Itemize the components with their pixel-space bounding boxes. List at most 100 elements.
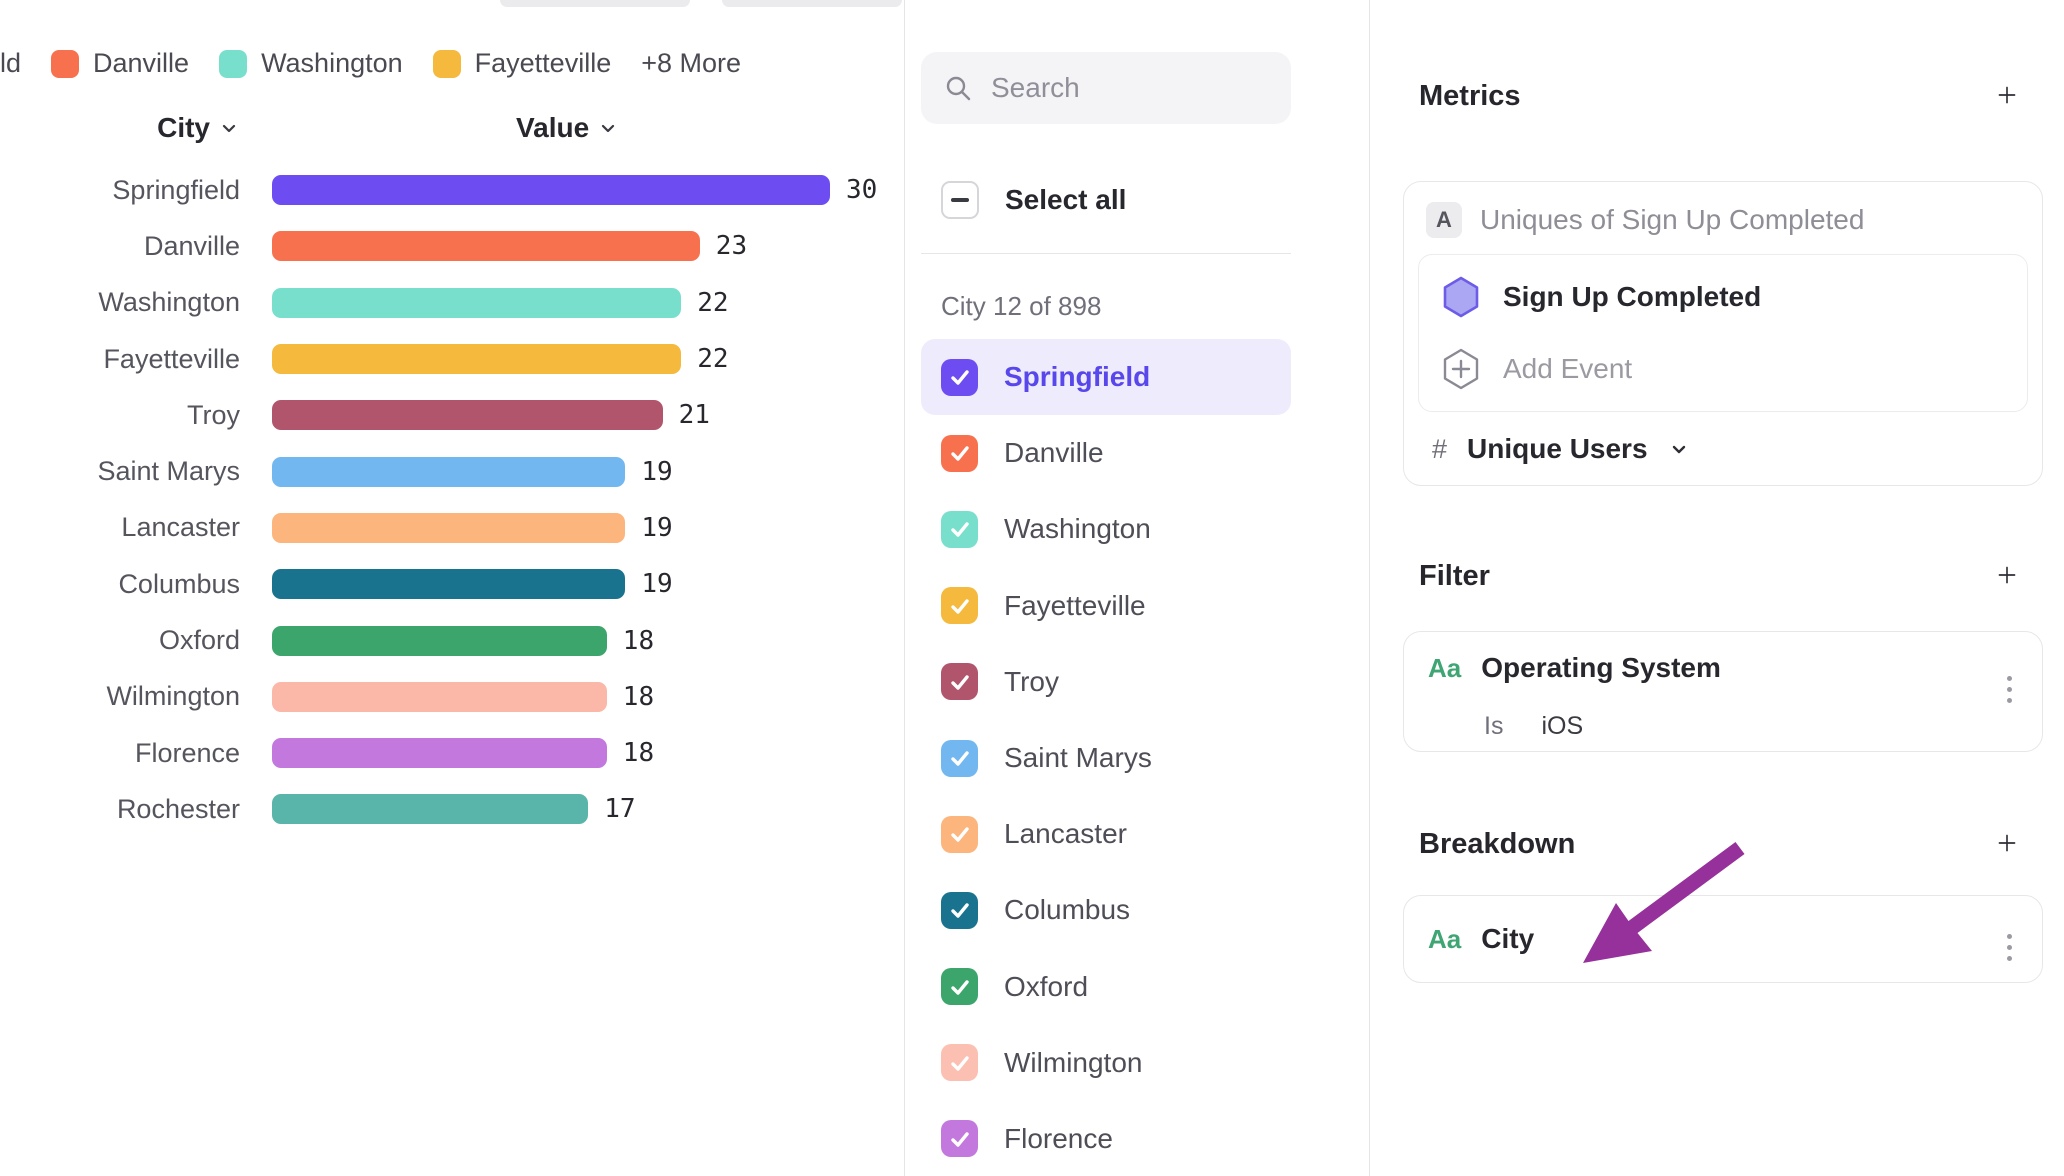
legend-swatch	[219, 49, 248, 78]
bar[interactable]	[272, 625, 607, 656]
city-label: Washington	[1004, 513, 1151, 545]
string-type-icon: Aa	[1428, 923, 1462, 954]
city-checkbox[interactable]	[941, 1044, 978, 1082]
legend-more-link[interactable]: +8 More	[641, 48, 742, 78]
legend-swatch	[432, 49, 461, 78]
bar-value-label: 22	[697, 287, 729, 318]
add-metric-button[interactable]	[1990, 78, 2024, 112]
city-list-item[interactable]: Columbus	[921, 872, 1291, 948]
filter-card[interactable]: Aa Operating System Is iOS	[1403, 631, 2043, 752]
bar-category-label: Fayetteville	[103, 343, 240, 374]
bar[interactable]	[272, 344, 682, 375]
city-checkbox[interactable]	[941, 815, 978, 853]
city-label: Springfield	[1004, 361, 1151, 393]
city-list-item[interactable]: Saint Marys	[921, 720, 1291, 796]
city-label: Troy	[1004, 665, 1059, 697]
filter-clause[interactable]: Is iOS	[1484, 712, 2042, 741]
checkmark-icon	[950, 979, 969, 995]
metric-card[interactable]: A Uniques of Sign Up Completed Sign Up C…	[1403, 181, 2043, 486]
chart-row: Saint Marys 19	[0, 443, 877, 499]
value-column-label: Value	[516, 112, 590, 143]
legend-label: Fayetteville	[474, 48, 612, 78]
city-checkbox[interactable]	[941, 739, 978, 777]
bar-category-label: Oxford	[158, 625, 240, 656]
checkmark-icon	[950, 827, 969, 842]
chart-row: Lancaster 19	[0, 500, 877, 556]
filter-operator: Is	[1484, 712, 1504, 740]
city-label: Wilmington	[1004, 1046, 1143, 1078]
bar-value-label: 21	[678, 400, 710, 431]
bar[interactable]	[272, 287, 682, 318]
city-checkbox[interactable]	[941, 358, 978, 396]
filter-property-row[interactable]: Aa Operating System	[1428, 638, 2042, 698]
select-all-row[interactable]: Select all	[941, 178, 1126, 222]
city-list-item[interactable]: Washington	[921, 491, 1291, 567]
city-checkbox[interactable]	[941, 510, 978, 548]
bar[interactable]	[272, 794, 589, 825]
city-list-item[interactable]: Oxford	[921, 949, 1291, 1025]
bar-value-label: 17	[604, 794, 636, 825]
city-list-item[interactable]: Springfield	[921, 339, 1291, 416]
chart-row: Wilmington 18	[0, 669, 877, 725]
select-all-checkbox[interactable]	[941, 181, 979, 219]
bar-category-label: Columbus	[118, 568, 240, 599]
checkmark-icon	[950, 903, 969, 919]
value-column-header[interactable]: Value	[516, 112, 619, 144]
bar[interactable]	[272, 512, 626, 543]
checkmark-icon	[950, 370, 969, 385]
search-input[interactable]	[989, 71, 1269, 105]
bar[interactable]	[272, 231, 700, 262]
city-list-item[interactable]: Wilmington	[921, 1025, 1291, 1101]
add-breakdown-button[interactable]	[1990, 826, 2024, 860]
plus-icon	[1998, 834, 2016, 852]
event-row[interactable]: Sign Up Completed	[1419, 261, 2027, 333]
chart-row: Danville 23	[0, 218, 877, 274]
city-checkbox[interactable]	[941, 1120, 978, 1158]
breakdown-card[interactable]: Aa City	[1403, 895, 2043, 983]
bar[interactable]	[272, 175, 830, 206]
cropped-tab	[500, 0, 690, 7]
chart-panel: ld Danville Washington Fayetteville +8 M…	[0, 0, 904, 1176]
city-checkbox[interactable]	[941, 587, 978, 625]
legend-item[interactable]: Danville	[51, 48, 189, 79]
add-filter-button[interactable]	[1990, 558, 2024, 592]
city-checkbox[interactable]	[941, 891, 978, 929]
chart-row: Oxford 18	[0, 612, 877, 668]
city-list-item[interactable]: Danville	[921, 415, 1291, 491]
bar-category-label: Florence	[134, 737, 240, 768]
bar-value-label: 18	[622, 738, 655, 769]
search-box[interactable]	[921, 52, 1291, 124]
chart-table-header: City Value	[0, 112, 619, 144]
city-list-item[interactable]: Lancaster	[921, 796, 1291, 872]
breakdown-property-row[interactable]: Aa City	[1428, 909, 2042, 969]
bar[interactable]	[272, 456, 626, 487]
legend-item[interactable]: Fayetteville	[432, 48, 612, 79]
filter-options-menu[interactable]	[1999, 668, 2020, 711]
bar-category-label: Danville	[143, 230, 240, 261]
bar-category-label: Saint Marys	[97, 456, 240, 487]
city-checkbox[interactable]	[941, 663, 978, 701]
city-label: Fayetteville	[1004, 589, 1146, 621]
city-column-header[interactable]: City	[0, 112, 240, 144]
bar[interactable]	[272, 681, 607, 712]
sort-chevron-icon	[222, 124, 236, 133]
bar[interactable]	[272, 569, 626, 600]
city-checkbox[interactable]	[941, 434, 978, 472]
bar-category-label: Springfield	[112, 174, 240, 205]
breakdown-options-menu[interactable]	[1999, 926, 2020, 969]
legend-item[interactable]: Washington	[219, 48, 403, 79]
bar[interactable]	[272, 738, 607, 769]
measure-selector[interactable]: # Unique Users	[1432, 420, 2042, 478]
city-checkbox[interactable]	[941, 968, 978, 1006]
city-list-item[interactable]: Troy	[921, 644, 1291, 720]
bar[interactable]	[272, 400, 663, 431]
city-list-item[interactable]: Florence	[921, 1101, 1291, 1176]
indeterminate-icon	[951, 198, 969, 202]
metric-letter-badge: A	[1426, 202, 1462, 238]
city-list-item[interactable]: Fayetteville	[921, 568, 1291, 644]
add-event-row[interactable]: Add Event	[1419, 333, 2027, 405]
breakdown-heading: Breakdown	[1419, 828, 1576, 860]
bar-value-label: 18	[622, 625, 655, 656]
sort-chevron-icon	[602, 124, 615, 133]
city-label: Lancaster	[1004, 818, 1127, 850]
